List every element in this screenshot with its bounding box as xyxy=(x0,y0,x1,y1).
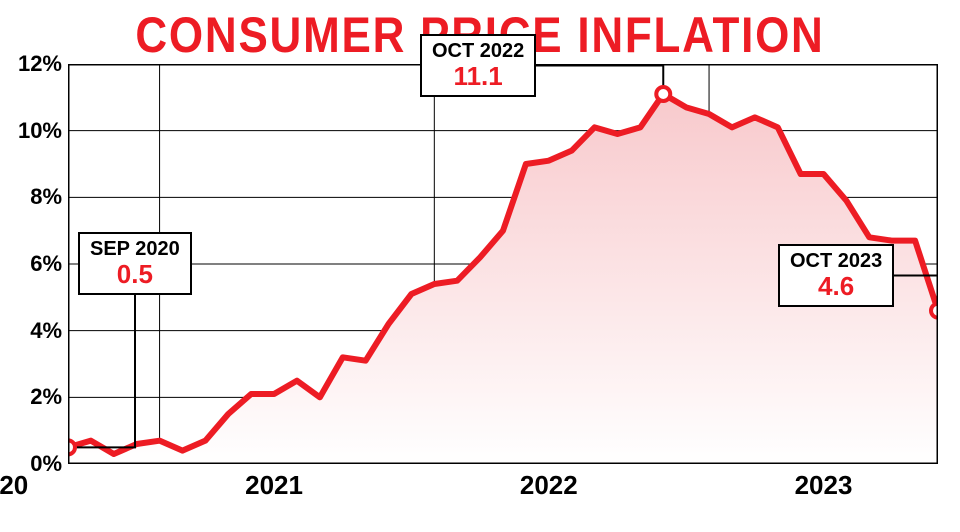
x-tick-label: 2021 xyxy=(245,470,303,501)
y-tick-label: 0% xyxy=(30,451,62,477)
x-tick-label: 2023 xyxy=(795,470,853,501)
callout-value: 11.1 xyxy=(432,62,524,91)
callout-date: OCT 2023 xyxy=(790,250,882,272)
callout-box: OCT 20234.6 xyxy=(778,244,894,307)
callout-value: 4.6 xyxy=(790,272,882,301)
x-tick-label: 2022 xyxy=(520,470,578,501)
callout-box: SEP 20200.5 xyxy=(78,232,192,295)
y-tick-label: 10% xyxy=(18,118,62,144)
y-tick-label: 8% xyxy=(30,184,62,210)
callout-box: OCT 202211.1 xyxy=(420,34,536,97)
y-tick-label: 12% xyxy=(18,51,62,77)
y-tick-label: 2% xyxy=(30,384,62,410)
chart-area: 0%2%4%6%8%10%12%2020202120222023SEP 2020… xyxy=(68,64,938,464)
callout-date: OCT 2022 xyxy=(432,40,524,62)
y-tick-label: 4% xyxy=(30,318,62,344)
y-tick-label: 6% xyxy=(30,251,62,277)
x-tick-label: 2020 xyxy=(0,470,28,501)
callout-value: 0.5 xyxy=(90,260,180,289)
callout-date: SEP 2020 xyxy=(90,238,180,260)
